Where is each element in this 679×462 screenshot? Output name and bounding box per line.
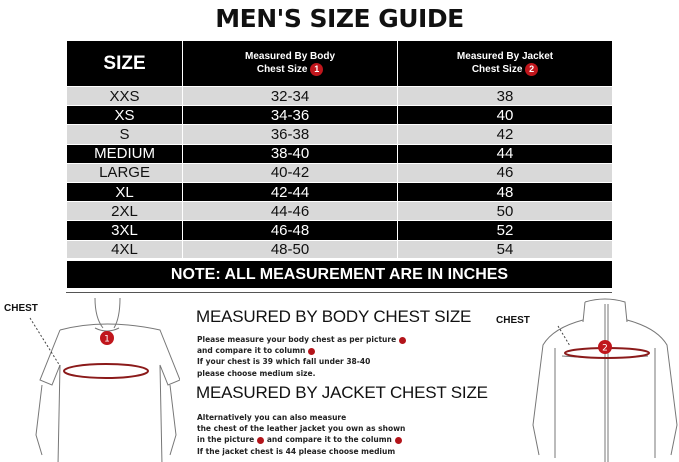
cell-body: 36-38 [182, 124, 399, 145]
body-line: Please measure your body chest as per pi… [197, 335, 397, 344]
jacket-section-heading: MEASURED BY JACKET CHEST SIZE [196, 383, 488, 402]
jacket-line: and compare it to the column [266, 435, 392, 445]
cell-body: 48-50 [182, 239, 399, 260]
badge-1-icon [399, 336, 407, 344]
cell-body: 44-46 [182, 201, 399, 222]
header-jacket-line2: Chest Size [471, 64, 523, 76]
cell-jacket: 42 [397, 124, 613, 145]
note-row: NOTE: ALL MEASUREMENT ARE IN INCHES [66, 257, 613, 289]
badge-2-icon: 2 [525, 63, 539, 77]
cell-size: 2XL [65, 201, 184, 222]
size-table: SIZE Measured By Body Chest Size 1 Measur… [65, 40, 613, 289]
page-title: MEN'S SIZE GUIDE [215, 4, 464, 33]
cell-jacket: 54 [397, 239, 613, 260]
cell-body: 46-48 [182, 220, 399, 241]
table-row: XS 34-36 40 [65, 105, 613, 126]
cell-jacket: 50 [397, 201, 613, 222]
cell-body: 32-34 [182, 85, 399, 107]
body-line: and compare it to column [197, 346, 306, 356]
table-row: S 36-38 42 [65, 124, 613, 145]
table-row: 4XL 48-50 54 [65, 239, 613, 260]
cell-size: 3XL [65, 220, 184, 241]
header-size: SIZE [65, 40, 184, 87]
body-line: please choose medium size. [197, 368, 316, 378]
cell-size: XS [65, 105, 184, 126]
header-jacket-line1: Measured By Jacket [456, 51, 554, 63]
body-line: If your chest is 39 which fall under 38-… [197, 357, 371, 367]
jacket-line: the chest of the leather jacket you own … [197, 424, 406, 434]
left-chest-label: CHEST [4, 303, 38, 314]
cell-size: LARGE [65, 162, 184, 183]
cell-jacket: 40 [397, 105, 613, 126]
cell-size: S [65, 124, 184, 145]
cell-size: XL [65, 181, 184, 203]
table-row: XXS 32-34 38 [65, 85, 613, 107]
header-jacket-chest: Measured By Jacket Chest Size 2 [397, 40, 613, 87]
body-section-text: Please measure your body chest as per pi… [197, 334, 407, 379]
badge-1-icon: 1 [310, 63, 324, 77]
header-body-line1: Measured By Body [245, 51, 336, 63]
jacket-line: If the jacket chest is 44 please choose … [197, 446, 396, 456]
header-body-line2: Chest Size [256, 64, 308, 76]
table-row: MEDIUM 38-40 44 [65, 143, 613, 164]
cell-jacket: 38 [397, 85, 613, 107]
cell-body: 42-44 [182, 181, 399, 203]
tshirt-man-illustration: 1 [29, 298, 180, 462]
badge-1-icon [394, 436, 402, 444]
table-row: XL 42-44 48 [65, 181, 613, 203]
cell-body: 34-36 [182, 105, 399, 126]
divider [66, 292, 612, 293]
cell-size: MEDIUM [65, 143, 184, 164]
right-figure-badge: 2 [602, 344, 608, 354]
table-row: 3XL 46-48 52 [65, 220, 613, 241]
cell-jacket: 52 [397, 220, 613, 241]
jacket-line: Alternatively you can also measure [197, 413, 347, 422]
jacket-illustration: 2 [532, 298, 678, 462]
body-section-heading: MEASURED BY BODY CHEST SIZE [196, 307, 472, 326]
jacket-line: in the picture [197, 435, 255, 445]
note-text: NOTE: ALL MEASUREMENT ARE IN INCHES [66, 257, 613, 289]
badge-2-icon [257, 436, 265, 444]
badge-1-icon [308, 347, 316, 355]
cell-jacket: 48 [397, 181, 613, 203]
table-row: LARGE 40-42 46 [65, 162, 613, 183]
table-row: 2XL 44-46 50 [65, 201, 613, 222]
right-chest-label: CHEST [496, 315, 530, 326]
cell-body: 38-40 [182, 143, 399, 164]
jacket-section-text: Alternatively you can also measure the c… [197, 412, 405, 457]
cell-jacket: 44 [397, 143, 613, 164]
table-header: SIZE Measured By Body Chest Size 1 Measur… [65, 40, 613, 87]
cell-size: XXS [65, 85, 184, 107]
cell-body: 40-42 [182, 162, 399, 183]
left-figure-badge: 1 [104, 335, 110, 345]
cell-size: 4XL [65, 239, 184, 260]
cell-jacket: 46 [397, 162, 613, 183]
header-body-chest: Measured By Body Chest Size 1 [182, 40, 399, 87]
